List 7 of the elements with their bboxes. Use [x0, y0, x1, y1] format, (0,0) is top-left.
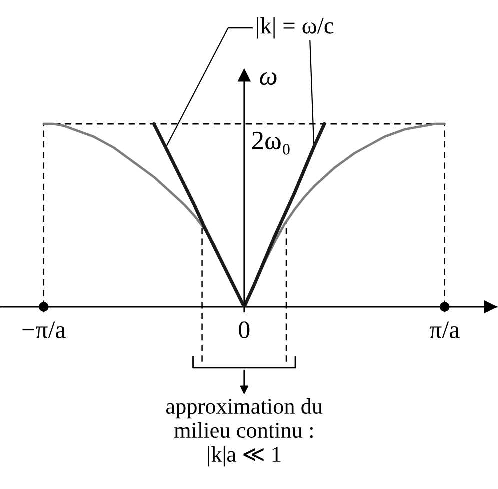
- x-tick-label: −π/a: [22, 322, 66, 338]
- text: |k| = ω/c: [257, 17, 334, 39]
- x-tick-label: 0: [239, 322, 250, 338]
- x-tick-label: π/a: [430, 322, 460, 338]
- ref-line-label: 2ω₀: [252, 132, 290, 155]
- text: approximation du milieu continu : |k|a ≪ 1: [166, 398, 323, 467]
- y-axis-title: ω: [260, 72, 277, 86]
